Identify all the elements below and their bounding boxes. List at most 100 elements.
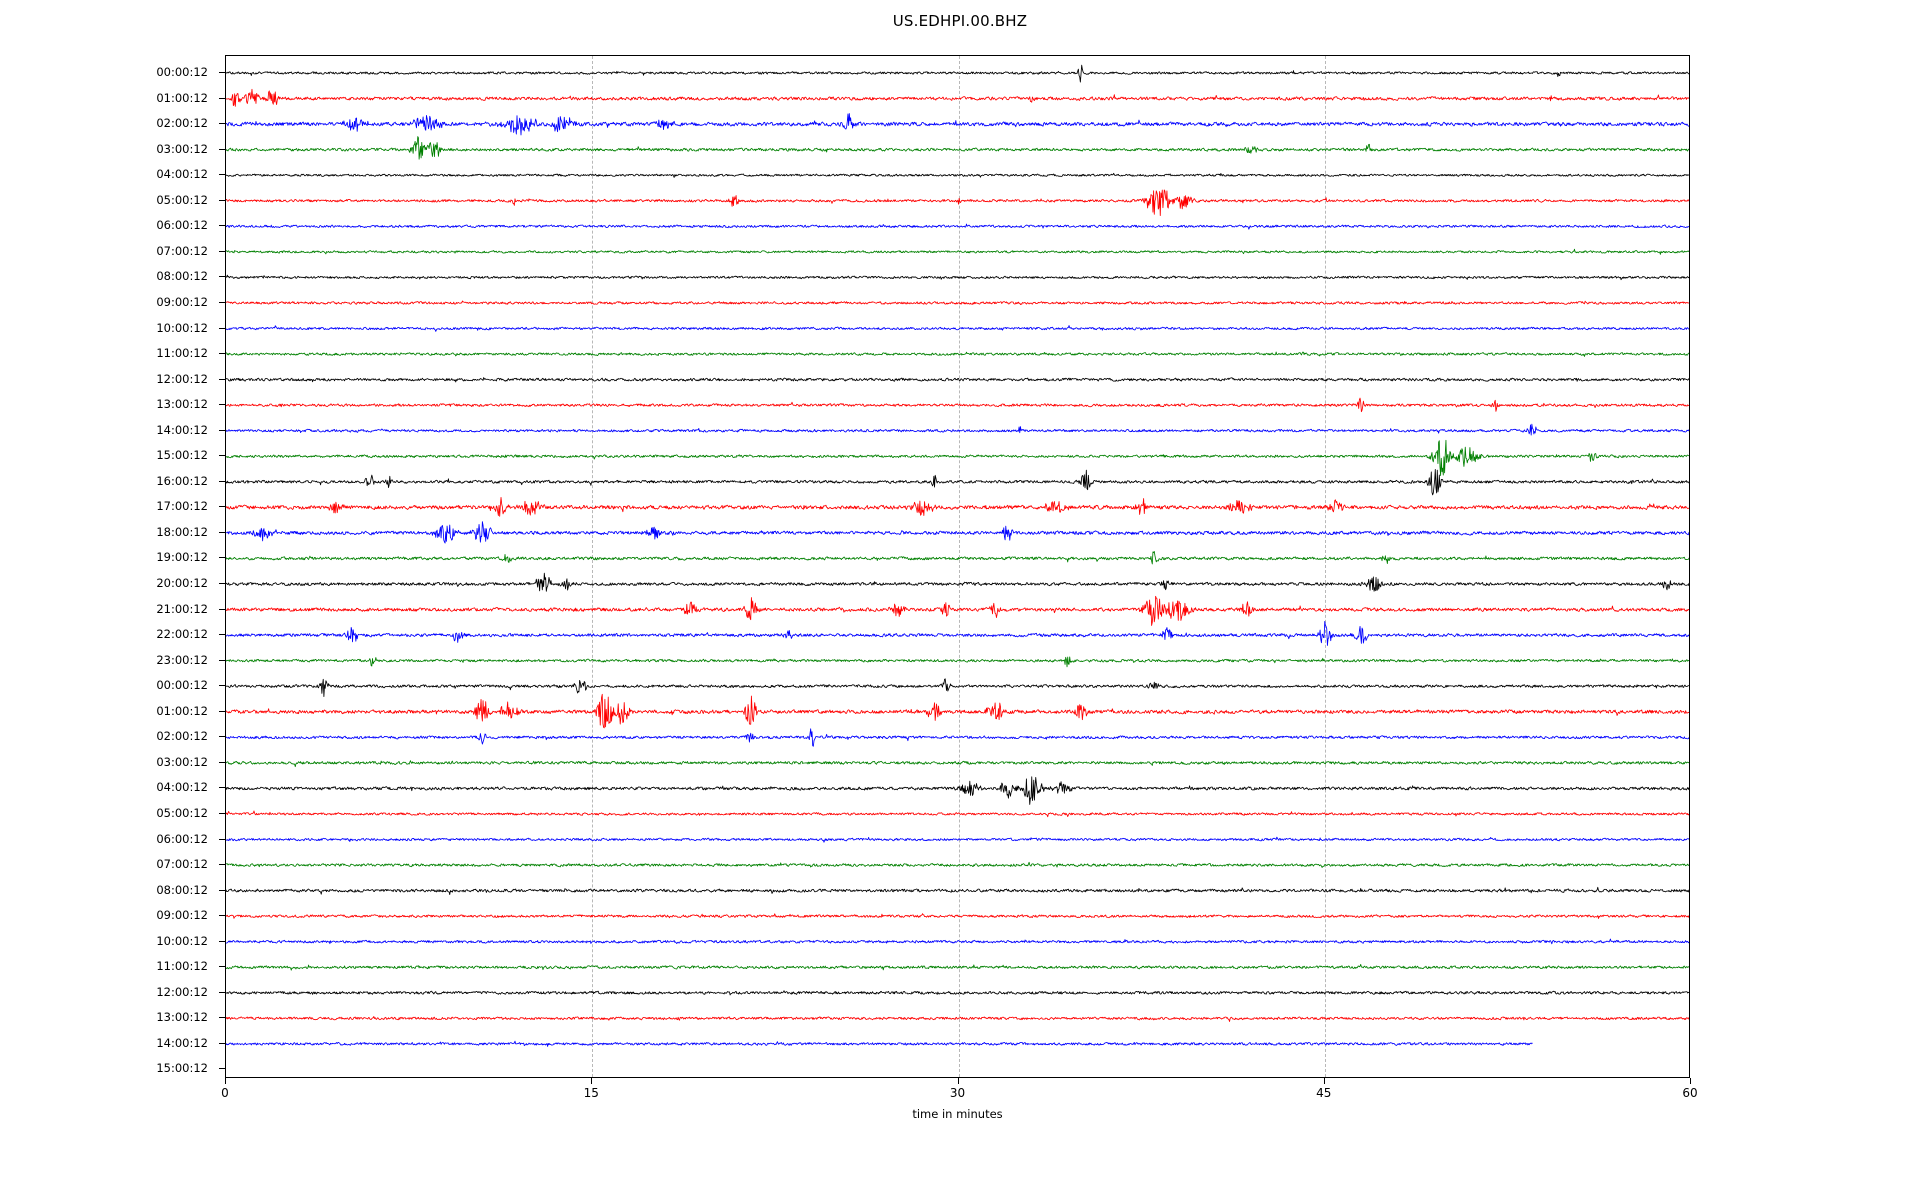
y-tick-mark	[219, 480, 225, 482]
y-tick-mark	[219, 174, 225, 176]
trace-11	[226, 351, 1689, 357]
y-tick-mark	[219, 583, 225, 584]
y-tick-label: 07:00:12	[156, 857, 208, 872]
y-tick-mark	[219, 327, 225, 329]
x-tick-mark	[1690, 1078, 1691, 1084]
trace-5	[226, 189, 1689, 216]
y-tick-mark	[219, 787, 225, 789]
trace-1	[226, 88, 1689, 107]
gridline-30	[958, 56, 960, 1077]
y-tick-label: 23:00:12	[156, 652, 208, 667]
y-tick-mark	[219, 1068, 225, 1070]
y-tick-label: 10:00:12	[156, 320, 208, 335]
y-tick-label: 19:00:12	[156, 550, 208, 565]
trace-18	[226, 521, 1689, 544]
y-tick-label: 09:00:12	[156, 294, 208, 309]
y-tick-mark	[219, 812, 225, 814]
x-tick-mark	[957, 1078, 959, 1084]
x-tick-label: 30	[949, 1086, 966, 1100]
trace-9	[226, 300, 1689, 306]
trace-26	[226, 728, 1689, 747]
y-tick-mark	[219, 378, 225, 380]
y-tick-label: 06:00:12	[156, 218, 208, 233]
x-tick-mark	[225, 1078, 226, 1084]
trace-12	[226, 377, 1689, 383]
y-tick-mark	[219, 634, 225, 636]
y-tick-mark	[219, 1017, 225, 1019]
y-tick-mark	[219, 608, 225, 610]
y-tick-label: 13:00:12	[156, 397, 208, 412]
trace-34	[226, 938, 1689, 945]
trace-6	[226, 223, 1689, 230]
x-tick-label: 60	[1682, 1086, 1698, 1100]
y-tick-label: 05:00:12	[156, 805, 208, 820]
y-tick-label: 17:00:12	[156, 499, 208, 514]
y-tick-mark	[219, 1042, 225, 1044]
trace-10	[226, 325, 1689, 332]
y-tick-label: 06:00:12	[156, 831, 208, 846]
y-tick-mark	[219, 225, 225, 227]
y-tick-label: 14:00:12	[156, 422, 208, 437]
trace-13	[226, 397, 1689, 413]
y-tick-mark	[219, 455, 225, 457]
x-tick-mark	[1323, 1078, 1325, 1084]
y-tick-mark	[219, 404, 225, 406]
y-tick-mark	[219, 991, 225, 993]
y-tick-mark	[219, 199, 225, 201]
trace-25	[226, 693, 1689, 729]
y-tick-label: 18:00:12	[156, 524, 208, 539]
y-tick-label: 00:00:12	[156, 65, 208, 79]
y-tick-mark	[219, 710, 225, 712]
trace-28	[226, 776, 1689, 805]
trace-17	[226, 496, 1689, 517]
gridline-45	[1324, 56, 1326, 1077]
trace-33	[226, 913, 1689, 919]
y-tick-label: 00:00:12	[156, 678, 208, 693]
y-tick-label: 02:00:12	[156, 729, 208, 744]
trace-2	[226, 113, 1689, 136]
y-tick-mark	[219, 761, 225, 763]
trace-22	[226, 620, 1689, 646]
y-tick-label: 16:00:12	[156, 473, 208, 488]
trace-14	[226, 423, 1689, 436]
y-tick-mark	[219, 506, 225, 508]
y-tick-mark	[219, 531, 225, 533]
y-tick-mark	[219, 250, 225, 252]
y-tick-label: 02:00:12	[156, 116, 208, 131]
trace-38	[226, 1040, 1533, 1047]
y-tick-label: 10:00:12	[156, 933, 208, 948]
trace-19	[226, 551, 1689, 565]
y-tick-label: 07:00:12	[156, 243, 208, 258]
y-tick-mark	[219, 685, 225, 687]
y-tick-label: 09:00:12	[156, 908, 208, 923]
trace-31	[226, 861, 1689, 868]
trace-20	[226, 572, 1689, 592]
y-tick-mark	[219, 838, 225, 840]
y-tick-label: 08:00:12	[156, 882, 208, 897]
trace-37	[226, 1016, 1689, 1022]
y-tick-label: 12:00:12	[156, 371, 208, 386]
y-tick-mark	[219, 276, 225, 278]
y-tick-label: 22:00:12	[156, 627, 208, 642]
trace-23	[226, 656, 1689, 668]
x-tick-label: 0	[221, 1086, 229, 1100]
y-axis-tick-labels: 00:00:12 01:00:12 02:00:12 03:00:12 04:00:12…	[0, 0, 225, 1200]
trace-8	[226, 274, 1689, 281]
y-tick-mark	[219, 966, 225, 968]
y-tick-label: 13:00:12	[156, 1010, 208, 1025]
y-tick-mark	[219, 557, 225, 559]
trace-16	[226, 468, 1689, 496]
trace-32	[226, 886, 1689, 895]
y-tick-label: 04:00:12	[156, 780, 208, 795]
page-title: US.EDHPI.00.BHZ	[892, 12, 1028, 30]
y-tick-mark	[219, 353, 225, 355]
trace-21	[226, 595, 1689, 626]
trace-36	[226, 990, 1689, 996]
x-tick-mark	[591, 1078, 593, 1084]
y-tick-mark	[219, 940, 225, 942]
y-tick-label: 01:00:12	[156, 703, 208, 718]
y-tick-mark	[219, 72, 225, 73]
plot-area	[225, 55, 1690, 1078]
trace-30	[226, 836, 1689, 843]
